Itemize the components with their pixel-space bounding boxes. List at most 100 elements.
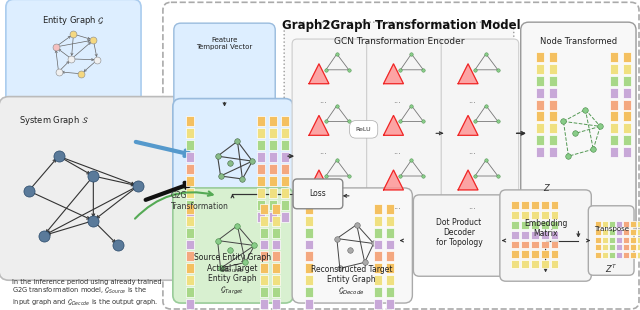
Polygon shape <box>309 115 329 135</box>
FancyBboxPatch shape <box>630 221 636 227</box>
Polygon shape <box>383 115 403 135</box>
FancyBboxPatch shape <box>531 231 539 238</box>
FancyBboxPatch shape <box>281 176 289 186</box>
FancyBboxPatch shape <box>623 228 629 235</box>
FancyBboxPatch shape <box>281 152 289 162</box>
FancyBboxPatch shape <box>281 188 289 198</box>
FancyBboxPatch shape <box>305 287 313 297</box>
FancyBboxPatch shape <box>257 176 266 186</box>
FancyBboxPatch shape <box>610 147 618 157</box>
FancyBboxPatch shape <box>385 216 394 226</box>
FancyBboxPatch shape <box>623 252 629 259</box>
FancyBboxPatch shape <box>610 64 618 74</box>
FancyBboxPatch shape <box>374 228 381 237</box>
FancyBboxPatch shape <box>541 221 548 228</box>
FancyBboxPatch shape <box>602 245 608 250</box>
Text: Entity Graph $\mathcal{G}$: Entity Graph $\mathcal{G}$ <box>42 14 104 27</box>
FancyBboxPatch shape <box>174 23 275 107</box>
FancyBboxPatch shape <box>257 117 266 126</box>
FancyBboxPatch shape <box>548 100 557 109</box>
FancyBboxPatch shape <box>186 200 194 210</box>
FancyBboxPatch shape <box>257 152 266 162</box>
FancyBboxPatch shape <box>550 260 559 268</box>
FancyBboxPatch shape <box>305 251 313 261</box>
FancyBboxPatch shape <box>385 251 394 261</box>
FancyBboxPatch shape <box>623 76 631 86</box>
FancyBboxPatch shape <box>186 117 194 126</box>
FancyBboxPatch shape <box>385 204 394 214</box>
FancyBboxPatch shape <box>531 250 539 259</box>
FancyBboxPatch shape <box>374 251 381 261</box>
FancyBboxPatch shape <box>630 252 636 259</box>
FancyBboxPatch shape <box>281 200 289 210</box>
FancyBboxPatch shape <box>186 204 194 214</box>
FancyBboxPatch shape <box>269 188 277 198</box>
FancyBboxPatch shape <box>173 99 293 281</box>
FancyBboxPatch shape <box>623 112 631 122</box>
Text: Embedding
Matrix: Embedding Matrix <box>524 219 567 238</box>
FancyBboxPatch shape <box>186 128 194 138</box>
FancyBboxPatch shape <box>0 97 183 280</box>
FancyBboxPatch shape <box>374 264 381 273</box>
FancyBboxPatch shape <box>623 237 629 242</box>
FancyBboxPatch shape <box>623 245 629 250</box>
FancyBboxPatch shape <box>281 140 289 150</box>
FancyBboxPatch shape <box>602 252 608 259</box>
FancyBboxPatch shape <box>609 237 615 242</box>
FancyBboxPatch shape <box>521 201 529 209</box>
FancyBboxPatch shape <box>548 76 557 86</box>
FancyBboxPatch shape <box>531 201 539 209</box>
FancyBboxPatch shape <box>521 22 636 237</box>
FancyBboxPatch shape <box>272 251 280 261</box>
FancyBboxPatch shape <box>257 140 266 150</box>
FancyBboxPatch shape <box>602 221 608 227</box>
FancyBboxPatch shape <box>260 264 268 273</box>
FancyBboxPatch shape <box>272 240 280 250</box>
FancyBboxPatch shape <box>637 252 640 259</box>
FancyBboxPatch shape <box>272 299 280 309</box>
FancyBboxPatch shape <box>548 112 557 122</box>
FancyBboxPatch shape <box>281 128 289 138</box>
FancyBboxPatch shape <box>610 76 618 86</box>
FancyBboxPatch shape <box>257 128 266 138</box>
FancyBboxPatch shape <box>186 152 194 162</box>
Text: ...: ... <box>468 95 476 104</box>
Text: ...: ... <box>319 95 327 104</box>
FancyBboxPatch shape <box>292 39 370 232</box>
FancyBboxPatch shape <box>186 212 194 222</box>
FancyBboxPatch shape <box>630 245 636 250</box>
FancyBboxPatch shape <box>610 123 618 133</box>
FancyBboxPatch shape <box>257 188 266 198</box>
Text: Actual Target
Entity Graph
$\mathcal{G}_{Target}$: Actual Target Entity Graph $\mathcal{G}_… <box>207 264 258 297</box>
FancyBboxPatch shape <box>305 240 313 250</box>
FancyBboxPatch shape <box>541 211 548 219</box>
Polygon shape <box>458 170 478 190</box>
FancyBboxPatch shape <box>548 52 557 62</box>
FancyBboxPatch shape <box>521 231 529 238</box>
Text: Node Transformed: Node Transformed <box>540 37 617 46</box>
Text: ...: ... <box>468 147 476 156</box>
FancyBboxPatch shape <box>186 240 194 250</box>
FancyBboxPatch shape <box>281 212 289 222</box>
FancyBboxPatch shape <box>272 287 280 297</box>
FancyBboxPatch shape <box>374 216 381 226</box>
FancyBboxPatch shape <box>548 64 557 74</box>
FancyBboxPatch shape <box>548 123 557 133</box>
FancyBboxPatch shape <box>257 212 266 222</box>
FancyBboxPatch shape <box>623 147 631 157</box>
FancyBboxPatch shape <box>595 245 601 250</box>
FancyBboxPatch shape <box>550 201 559 209</box>
FancyBboxPatch shape <box>550 241 559 248</box>
FancyBboxPatch shape <box>500 190 591 281</box>
Polygon shape <box>458 115 478 135</box>
FancyBboxPatch shape <box>623 88 631 98</box>
FancyBboxPatch shape <box>531 211 539 219</box>
FancyBboxPatch shape <box>637 228 640 235</box>
FancyBboxPatch shape <box>623 221 629 227</box>
Text: ...: ... <box>319 147 327 156</box>
FancyBboxPatch shape <box>609 221 615 227</box>
FancyBboxPatch shape <box>616 252 622 259</box>
FancyBboxPatch shape <box>623 100 631 109</box>
FancyBboxPatch shape <box>385 240 394 250</box>
FancyBboxPatch shape <box>531 241 539 248</box>
